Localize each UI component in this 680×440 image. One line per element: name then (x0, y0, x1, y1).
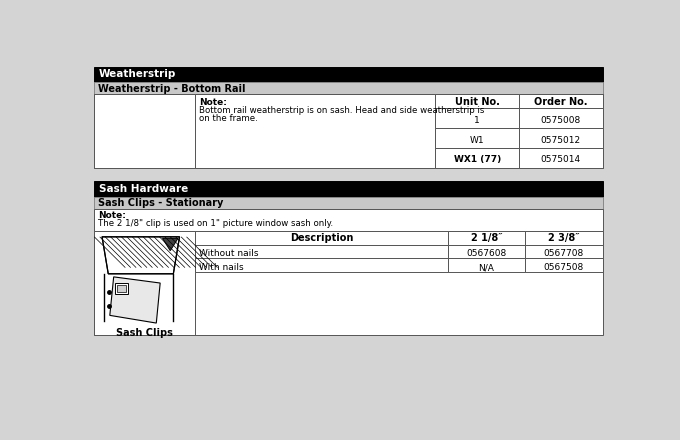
Text: Sash Hardware: Sash Hardware (99, 184, 188, 194)
Bar (195, 231, 447, 245)
Bar (447, 245, 525, 258)
Text: The 2 1/8" clip is used on 1" picture window sash only.: The 2 1/8" clip is used on 1" picture wi… (98, 219, 333, 228)
Text: Description: Description (290, 233, 353, 243)
Bar (525, 231, 602, 245)
Polygon shape (109, 277, 160, 323)
Bar (95, 181, 602, 197)
Bar (95, 66, 602, 82)
Text: 0567708: 0567708 (544, 249, 584, 258)
Bar (519, 108, 602, 128)
Bar (435, 128, 519, 148)
Text: W1: W1 (470, 136, 484, 145)
Bar (525, 258, 602, 272)
Text: WX1 (77): WX1 (77) (454, 155, 500, 164)
Bar (525, 245, 602, 258)
Bar (195, 245, 447, 258)
Text: 2 1/8″: 2 1/8″ (471, 233, 503, 243)
Text: 2 3/8″: 2 3/8″ (548, 233, 580, 243)
Bar (95, 197, 602, 209)
Polygon shape (117, 285, 126, 292)
Bar (95, 95, 195, 168)
Bar (95, 95, 602, 168)
Bar (95, 231, 195, 334)
Bar (435, 94, 519, 108)
Bar (519, 148, 602, 168)
Bar (95, 209, 602, 231)
Text: 0575008: 0575008 (541, 116, 581, 125)
Text: With nails: With nails (199, 263, 243, 272)
Text: Note:: Note: (98, 211, 126, 220)
Text: 0567608: 0567608 (466, 249, 507, 258)
Text: Without nails: Without nails (199, 249, 258, 258)
Text: N/A: N/A (479, 263, 494, 272)
Polygon shape (115, 283, 128, 294)
Text: 0575014: 0575014 (541, 155, 581, 164)
Text: Sash Clips: Sash Clips (116, 328, 173, 338)
Bar (519, 128, 602, 148)
Text: 0575012: 0575012 (541, 136, 581, 145)
Text: Unit No.: Unit No. (455, 97, 500, 106)
Bar (447, 258, 525, 272)
Text: 0567508: 0567508 (544, 263, 584, 272)
Polygon shape (102, 237, 180, 274)
Polygon shape (163, 238, 178, 251)
Text: on the frame.: on the frame. (199, 114, 258, 123)
Bar (195, 95, 435, 168)
Bar (95, 231, 602, 334)
Bar (95, 82, 602, 95)
Text: Bottom rail weatherstrip is on sash. Head and side weatherstrip is: Bottom rail weatherstrip is on sash. Hea… (199, 106, 484, 115)
Bar (435, 148, 519, 168)
Bar (447, 231, 525, 245)
Text: Weatherstrip: Weatherstrip (99, 69, 176, 79)
Text: Weatherstrip - Bottom Rail: Weatherstrip - Bottom Rail (98, 84, 245, 94)
Text: Sash Clips - Stationary: Sash Clips - Stationary (98, 198, 224, 208)
Bar (519, 94, 602, 108)
Bar (435, 108, 519, 128)
Text: Order No.: Order No. (534, 97, 588, 106)
Bar (195, 258, 447, 272)
Text: 1: 1 (474, 116, 480, 125)
Text: Note:: Note: (199, 98, 227, 107)
